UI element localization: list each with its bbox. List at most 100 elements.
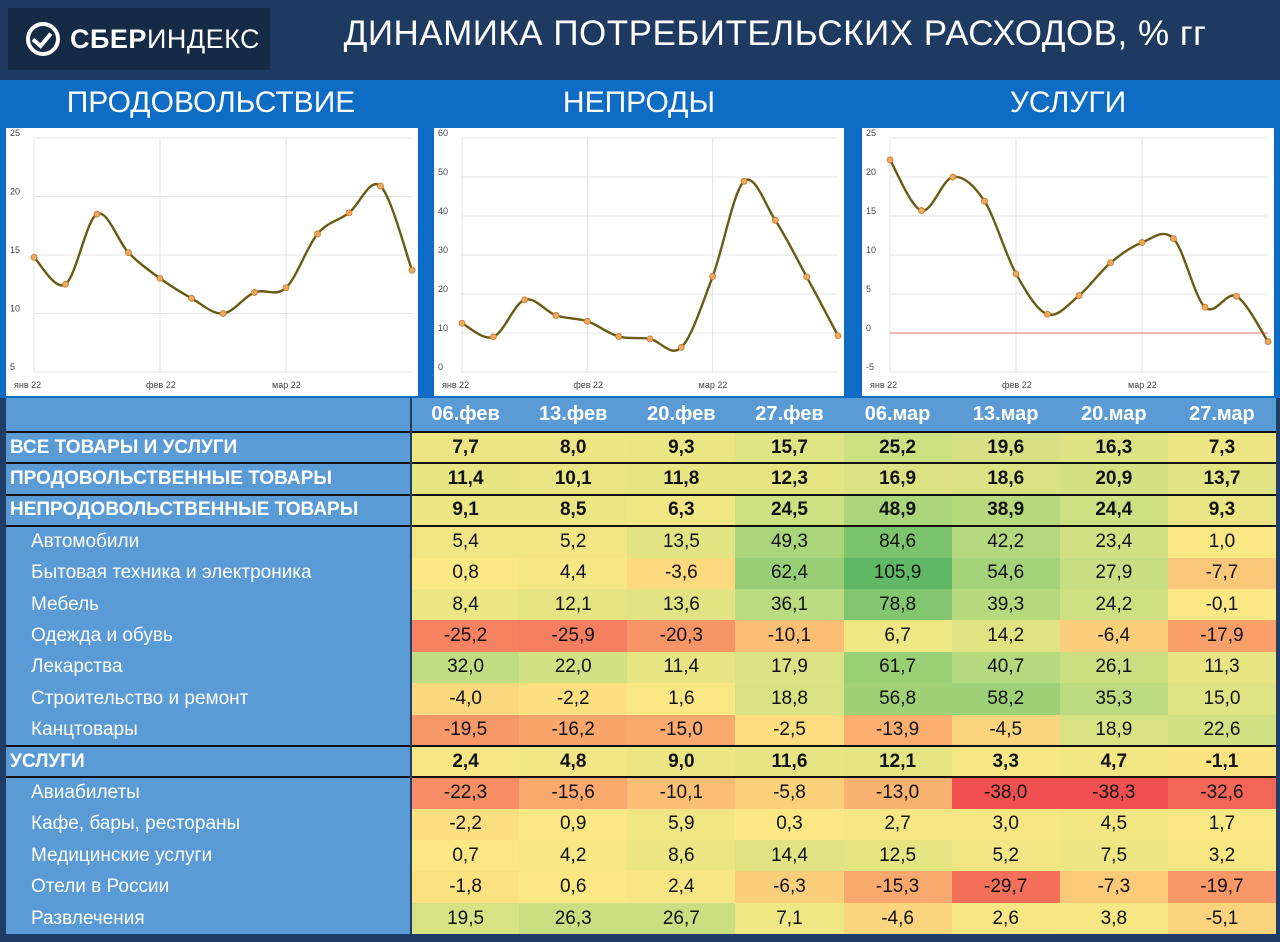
- table-cell: 26,3: [519, 902, 628, 935]
- table-cell: 8,6: [627, 840, 736, 872]
- chart0-ytick-label: 10: [10, 304, 20, 314]
- table-cell: 11,4: [627, 651, 736, 684]
- column-header: 06.фев: [411, 398, 520, 432]
- chart0-xtick-label: янв 22: [14, 380, 41, 390]
- chart0-ytick-label: 5: [10, 362, 15, 372]
- table-row: Мебель 8,4 12,1 13,6 36,1 78,8 39,3 24,2 -0,1: [6, 588, 1276, 621]
- chart1-xtick-label: мар 22: [699, 380, 728, 390]
- page-title: ДИНАМИКА ПОТРЕБИТЕЛЬСКИХ РАСХОДОВ, % гг: [343, 14, 1207, 53]
- chart1-data-point: [489, 333, 497, 341]
- table-cell: -22,3: [411, 776, 520, 809]
- table-cell: 7,5: [1059, 840, 1168, 872]
- table-cell: 2,6: [951, 902, 1060, 935]
- table-cell: 14,2: [951, 620, 1060, 652]
- table-cell: 20,9: [1059, 462, 1168, 495]
- chart0-data-point: [156, 274, 164, 282]
- table-cell: 3,3: [951, 744, 1060, 778]
- table-cell: 11,3: [1167, 651, 1276, 684]
- table-cell: -38,0: [951, 776, 1060, 809]
- table-cell: 9,1: [411, 493, 520, 527]
- table-cell: 24,4: [1059, 493, 1168, 527]
- chart1-data-point: [740, 177, 748, 185]
- table-cell: -0,1: [1167, 588, 1276, 621]
- chart0-series-line: [33, 182, 414, 315]
- table-cell: 5,2: [951, 840, 1060, 872]
- chart2-ytick-label: 5: [866, 284, 871, 294]
- table-cell: -25,9: [519, 620, 628, 652]
- row-label: Кафе, бары, рестораны: [6, 808, 412, 841]
- chart-nonfood-svg: 0 10 20 30 40 50 60 янв 22 фев 22 мар 22: [438, 128, 842, 390]
- table-row: Канцтовары -19,5 -16,2 -15,0 -2,5 -13,9 -4,5 18…: [6, 714, 1276, 746]
- table-cell: -19,7: [1167, 871, 1276, 903]
- table-corner: [6, 398, 412, 432]
- table-row: Кафе, бары, рестораны -2,2 0,9 5,9 0,3 2,7 3,0…: [6, 808, 1276, 841]
- chart0-data-point: [408, 266, 416, 274]
- table-header-row: 06.фев 13.фев 20.фев 27.фев 06.мар 13.мар 20.м…: [6, 398, 1276, 432]
- table-cell: 58,2: [951, 683, 1060, 715]
- table-cell: 24,5: [735, 493, 844, 527]
- table-row: Строительство и ремонт -4,0 -2,2 1,6 18,8 56,…: [6, 683, 1276, 715]
- table-cell: 13,7: [1167, 462, 1276, 495]
- table-cell: 54,6: [951, 557, 1060, 589]
- chart0-ytick-label: 25: [10, 128, 20, 138]
- chart2-data-point: [1170, 235, 1177, 243]
- row-label: Бытовая техника и электроника: [6, 557, 412, 589]
- table-cell: 38,9: [951, 493, 1060, 527]
- chart0-data-point: [125, 249, 132, 257]
- chart-title-nonfood: НЕПРОДЫ: [562, 86, 716, 119]
- table-cell: -2,2: [411, 808, 520, 841]
- table-cell: 13,5: [627, 525, 736, 558]
- table-cell: 25,2: [843, 430, 952, 464]
- checkmark-icon: [26, 22, 60, 56]
- table-cell: 105,9: [843, 557, 952, 589]
- chart0-data-point: [62, 280, 69, 288]
- chart2-data-point: [949, 173, 957, 181]
- table-cell: -1,1: [1167, 744, 1276, 778]
- chart0-data-point: [377, 182, 384, 190]
- table-row: ВСЕ ТОВАРЫ И УСЛУГИ 7,7 8,0 9,3 15,7 25,2 19,6…: [6, 430, 1276, 464]
- table-cell: -10,1: [735, 620, 844, 652]
- table-cell: -5,8: [735, 776, 844, 809]
- chart2-data-point: [1264, 338, 1272, 345]
- chart0-data-point: [251, 289, 258, 296]
- spending-table: 06.фев 13.фев 20.фев 27.фев 06.мар 13.мар 20.м…: [6, 398, 1276, 935]
- chart2-data-point: [981, 197, 988, 205]
- table-cell: -17,9: [1167, 620, 1276, 652]
- chart2-data-point: [1138, 239, 1146, 246]
- table-cell: -13,9: [843, 714, 952, 746]
- chart2-ytick-label: 20: [866, 167, 876, 177]
- table-cell: 5,2: [519, 525, 628, 558]
- chart1-data-point: [646, 335, 654, 343]
- table-cell: 49,3: [735, 525, 844, 558]
- table-cell: 2,4: [627, 871, 736, 903]
- chart1-data-point: [583, 317, 591, 325]
- table-cell: 3,0: [951, 808, 1060, 841]
- table-cell: -19,5: [411, 714, 520, 746]
- table-cell: 22,0: [519, 651, 628, 684]
- table-cell: 12,5: [843, 840, 952, 872]
- table-row: Авиабилеты -22,3 -15,6 -10,1 -5,8 -13,0 -38,0-…: [6, 776, 1276, 809]
- chart0-data-point: [282, 284, 290, 292]
- table-cell: -5,1: [1167, 902, 1276, 935]
- chart2-data-point: [918, 207, 925, 214]
- table-cell: 22,6: [1167, 714, 1276, 746]
- table-cell: 19,6: [951, 430, 1060, 464]
- column-header: 27.мар: [1167, 398, 1276, 432]
- table-row: Отели в России -1,8 0,6 2,4 -6,3 -15,3 -29,7 -7…: [6, 871, 1276, 903]
- row-label: УСЛУГИ: [6, 744, 412, 778]
- table-cell: 3,8: [1059, 902, 1168, 935]
- chart-food: 5 10 15 20 25 янв 22 фев 22 мар 22: [6, 128, 418, 396]
- table-cell: -6,3: [735, 871, 844, 903]
- table-row: НЕПРОДОВОЛЬСТВЕННЫЕ ТОВАРЫ 9,1 8,5 6,3 24,5 4…: [6, 493, 1276, 527]
- table-cell: 12,1: [843, 744, 952, 778]
- table-cell: 0,3: [735, 808, 844, 841]
- table-cell: -3,6: [627, 557, 736, 589]
- table-cell: 24,2: [1059, 588, 1168, 621]
- chart1-data-point: [615, 333, 623, 340]
- row-label: Авиабилеты: [6, 776, 412, 809]
- chart2-xtick-label: мар 22: [1128, 380, 1157, 390]
- table-cell: -7,7: [1167, 557, 1276, 589]
- chart1-ytick-label: 0: [438, 362, 443, 372]
- table-cell: 16,9: [843, 462, 952, 495]
- chart0-data-point: [219, 310, 227, 317]
